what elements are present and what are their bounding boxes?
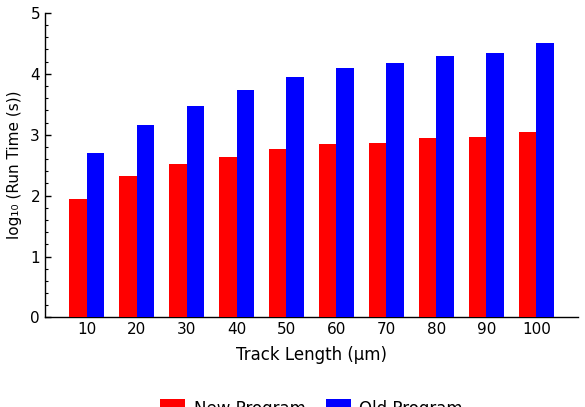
Legend: New Program, Old Program: New Program, Old Program <box>154 393 469 407</box>
Bar <box>236 90 254 317</box>
Bar <box>369 143 387 317</box>
Bar <box>87 153 104 317</box>
Bar <box>486 53 504 317</box>
Bar <box>136 125 154 317</box>
Bar <box>436 56 454 317</box>
Bar <box>187 105 204 317</box>
Bar <box>519 132 536 317</box>
Bar <box>536 44 554 317</box>
X-axis label: Track Length (μm): Track Length (μm) <box>236 346 387 363</box>
Bar <box>336 68 354 317</box>
Bar <box>119 176 136 317</box>
Y-axis label: log₁₀ (Run Time (s)): log₁₀ (Run Time (s)) <box>7 91 22 239</box>
Bar <box>419 138 436 317</box>
Bar <box>287 77 304 317</box>
Bar <box>387 63 404 317</box>
Bar <box>169 164 187 317</box>
Bar <box>219 157 236 317</box>
Bar <box>469 137 486 317</box>
Bar <box>269 149 287 317</box>
Bar <box>69 199 87 317</box>
Bar <box>319 144 336 317</box>
